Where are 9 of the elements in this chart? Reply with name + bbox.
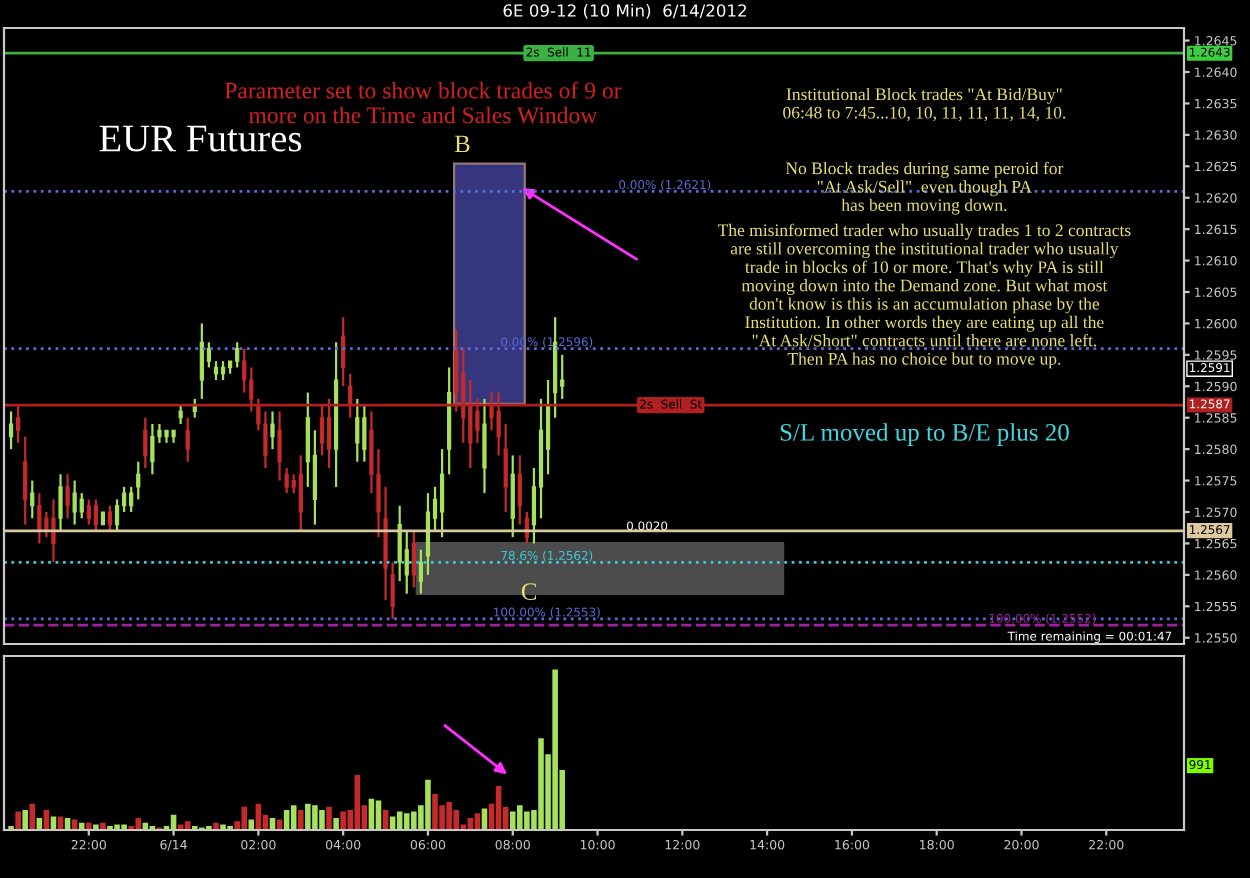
- annotation: The misinformed trader who usually trades 1 to 2 contracts are still overcoming the institutional trader who usually trade in blocks of 10 or more. That's why PA is still moving down into the Demand zone. But what most don't know is this is an accumulation phase by the Institution. In other words they are eating up all the "At Ask/Short" contracts until there are none left. Then PA has no choice but to move up.: [717, 223, 1131, 369]
- band-label: C: [521, 583, 537, 600]
- annotation: No Block trades during same peroid for "At Ask/Sell" even though PA has been moving down.: [785, 161, 1064, 215]
- band-label: B: [454, 135, 470, 153]
- chart-subtitle: 6E 09-12 (10 Min) 6/14/2012: [503, 3, 746, 19]
- text: EUR Futures: [99, 125, 302, 152]
- annotation: Parameter set to show block trades of 9 or more on the Time and Sales Window: [224, 81, 622, 124]
- annotation: Institutional Block trades "At Bid/Buy" 06:48 to 7:45...10, 10, 11, 11, 11, 14, 10.: [783, 87, 1066, 122]
- annotation: S/L moved up to B/E plus 20: [780, 423, 1069, 446]
